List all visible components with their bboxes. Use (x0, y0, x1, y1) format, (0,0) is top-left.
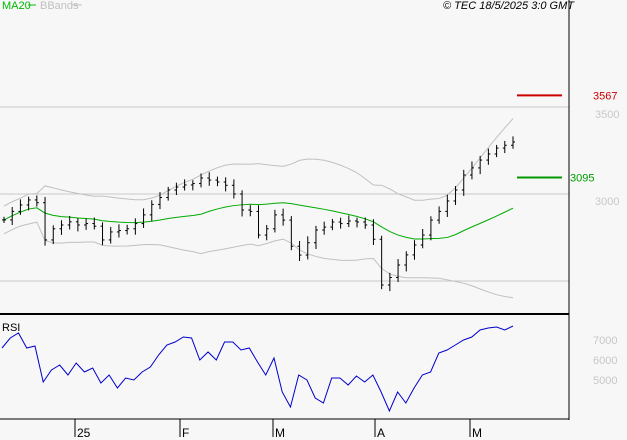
ohlc-bar (43, 196, 48, 246)
ohlc-bar (215, 176, 220, 187)
copyright: © TEC 18/5/2025 3:0 GMT (443, 0, 575, 12)
ohlc-bar (116, 224, 121, 238)
ohlc-bar (199, 173, 204, 188)
ohlc-bar (453, 185, 458, 205)
ohlc-bar (396, 259, 401, 283)
ohlc-bar (190, 180, 195, 191)
ohlc-bar (461, 169, 466, 196)
bband-upper (3, 118, 514, 207)
ohlc-bar (240, 190, 245, 217)
ohlc-bar (92, 217, 97, 230)
ohlc-bar (420, 228, 425, 249)
ohlc-bar (355, 217, 360, 228)
ohlc-bar (108, 226, 113, 244)
ohlc-bar (59, 220, 64, 235)
legend-bbands: BBands (40, 0, 79, 12)
ohlc-bar (174, 182, 179, 196)
ohlc-bar (445, 194, 450, 217)
ohlc-bar (511, 136, 515, 149)
ohlc-bar (272, 209, 277, 233)
ohlc-bar (486, 148, 491, 165)
rsi-tick-label: 5000 (593, 375, 617, 387)
rsi-line (1, 325, 514, 413)
ohlc-bar (231, 179, 236, 199)
ohlc-bar (248, 205, 253, 217)
resistance-label: 3567 (593, 90, 617, 102)
ohlc-bar (428, 216, 433, 241)
ohlc-bar (67, 215, 72, 230)
ohlc-bar (34, 195, 39, 207)
ohlc-bar (371, 219, 376, 245)
rsi-label: RSI (2, 322, 20, 334)
rsi-tick-label: 6000 (593, 355, 617, 367)
ohlc-bar (346, 215, 351, 228)
ohlc-bar (338, 217, 343, 229)
ohlc-bar (125, 224, 130, 235)
legend-ma20: MA20 (2, 0, 31, 12)
ohlc-bar (502, 140, 507, 154)
ohlc-bar (256, 205, 261, 239)
ohlc-bar (223, 177, 228, 192)
ohlc-bar (478, 155, 483, 175)
price-tick-label: 3500 (595, 109, 619, 121)
ohlc-bar (289, 216, 294, 251)
ohlc-bar (404, 251, 409, 272)
ohlc-bar (18, 199, 23, 215)
bband-lower (3, 221, 514, 299)
ohlc-bar (182, 179, 187, 191)
ohlc-bar (412, 240, 417, 260)
ohlc-bar (166, 186, 171, 201)
support-label: 3095 (570, 172, 594, 184)
ohlc-bar (494, 144, 499, 158)
rsi-tick-label: 7000 (593, 335, 617, 347)
ma20-line (3, 202, 514, 240)
ohlc-bar (437, 206, 442, 224)
ohlc-bar (26, 196, 31, 211)
ohlc-bar (469, 161, 474, 180)
ohlc-bar (84, 218, 89, 230)
x-tick-label: M (275, 426, 285, 440)
ohlc-bar (330, 218, 335, 231)
x-tick-label: M (472, 426, 482, 440)
ohlc-bar (305, 236, 310, 260)
ohlc-bar (141, 208, 146, 228)
ohlc-bar (207, 172, 212, 186)
ohlc-bar (2, 216, 6, 224)
ohlc-bar (322, 221, 327, 235)
ohlc-bar (51, 225, 56, 245)
ohlc-bar (149, 200, 154, 222)
price-tick-label: 3000 (595, 196, 619, 208)
ohlc-bar (379, 235, 384, 290)
ohlc-bar (157, 192, 162, 210)
x-tick-label: A (377, 426, 385, 440)
x-tick-label: F (182, 426, 189, 440)
ohlc-bar (133, 218, 138, 235)
ohlc-bar (313, 225, 318, 249)
ohlc-bar (297, 240, 302, 261)
ohlc-bar (387, 272, 392, 292)
ohlc-bar (10, 207, 15, 225)
x-tick-label: 25 (77, 426, 91, 440)
ohlc-bar (100, 222, 105, 246)
ohlc-bar (281, 208, 286, 226)
ohlc-bar (264, 224, 269, 241)
panel-divider (0, 313, 569, 315)
ohlc-bar (75, 218, 80, 232)
ohlc-bar (363, 217, 368, 229)
